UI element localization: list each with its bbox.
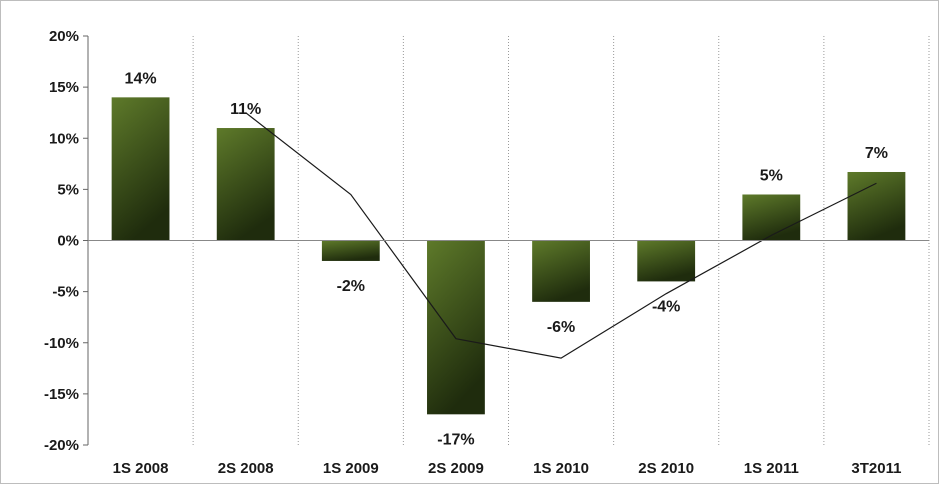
x-tick-label: 2S 2010: [638, 460, 694, 477]
bar-2s-2009: [427, 240, 485, 415]
bar-2s-2010: [637, 240, 696, 282]
data-label: -6%: [547, 319, 575, 336]
bar-2s-2008: [216, 128, 275, 241]
trend-line: [245, 112, 877, 359]
x-tick-label: 1S 2010: [533, 460, 589, 477]
x-tick-label: 2S 2008: [218, 460, 274, 477]
y-tick-label: -20%: [44, 437, 79, 454]
data-label: 14%: [125, 70, 157, 87]
data-label: -4%: [652, 298, 680, 315]
bar-1s-2010: [532, 240, 590, 302]
bar-3t2011: [847, 171, 906, 241]
x-tick-label: 1S 2011: [744, 460, 799, 477]
y-tick-label: 0%: [57, 233, 79, 250]
data-label: 11%: [230, 101, 261, 118]
x-tick-label: 1S 2008: [113, 460, 169, 477]
y-tick-label: 15%: [49, 79, 79, 96]
y-tick-label: -10%: [44, 335, 79, 352]
data-label: 5%: [760, 167, 783, 184]
data-label: -2%: [337, 278, 365, 295]
data-label: -17%: [437, 431, 474, 448]
y-tick-label: 20%: [49, 28, 79, 45]
y-tick-label: -15%: [44, 386, 79, 403]
bar-1s-2008: [111, 97, 170, 241]
x-tick-label: 1S 2009: [323, 460, 379, 477]
x-tick-label: 2S 2009: [428, 460, 484, 477]
y-tick-label: 10%: [49, 130, 79, 147]
bar-1s-2009: [321, 240, 380, 261]
bar-1s-2011: [742, 194, 801, 241]
x-tick-label: 3T2011: [851, 460, 901, 477]
data-label: 7%: [865, 145, 888, 162]
y-tick-label: -5%: [52, 284, 79, 301]
y-tick-label: 5%: [57, 181, 79, 198]
